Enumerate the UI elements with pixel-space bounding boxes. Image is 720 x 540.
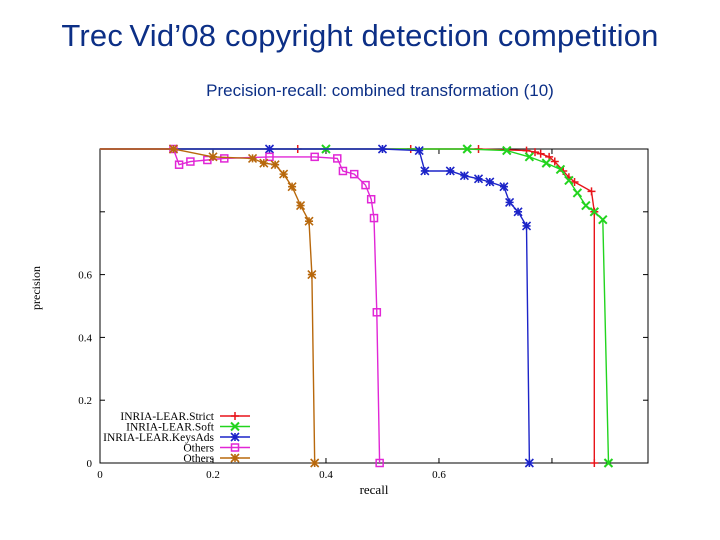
data-point <box>499 182 509 192</box>
y-axis-label: precision <box>29 266 43 310</box>
data-point <box>581 200 591 211</box>
data-point <box>502 145 512 156</box>
data-point <box>366 194 376 204</box>
y-tick-label: 0.6 <box>78 270 92 282</box>
legend-marker <box>230 443 240 452</box>
legend-marker <box>230 421 240 432</box>
data-point <box>279 169 289 179</box>
legend-marker <box>230 432 240 442</box>
y-tick-label: 0.2 <box>78 395 92 407</box>
data-point <box>369 213 379 223</box>
y-tick-label: 0.4 <box>78 332 92 344</box>
data-point <box>589 207 600 217</box>
data-point <box>603 458 614 468</box>
series-line <box>100 148 316 464</box>
series-3 <box>100 144 534 468</box>
slide-title: Trec Vid’08 copyright detection competit… <box>61 18 659 53</box>
data-point <box>564 175 574 186</box>
data-point <box>414 146 424 156</box>
legend-label: INRIA-LEAR.Soft <box>126 422 215 434</box>
data-point <box>445 166 455 176</box>
legend-marker <box>231 412 239 420</box>
data-point <box>310 152 319 162</box>
series-2 <box>100 144 614 468</box>
data-point <box>462 144 472 154</box>
data-point <box>555 164 566 175</box>
data-point <box>349 169 359 179</box>
data-point <box>521 221 532 231</box>
data-point <box>174 160 184 169</box>
data-point <box>265 152 274 162</box>
data-point <box>186 157 195 166</box>
data-point <box>524 152 535 162</box>
legend-label: INRIA-LEAR.KeysAds <box>103 432 214 444</box>
data-point <box>590 459 599 467</box>
legend-marker <box>230 453 240 463</box>
x-tick-label: 0 <box>97 469 103 481</box>
data-point <box>247 153 258 163</box>
data-point <box>270 160 280 170</box>
data-point <box>550 157 559 166</box>
chart-title: Precision-recall: combined transformatio… <box>206 81 554 100</box>
legend-label: INRIA-LEAR.Strict <box>120 411 214 423</box>
data-point <box>208 152 218 162</box>
data-point <box>220 154 229 163</box>
series-line <box>100 148 381 464</box>
data-point <box>473 174 484 184</box>
data-point <box>505 197 515 207</box>
data-point <box>338 166 348 176</box>
data-point <box>372 308 382 317</box>
data-point <box>531 148 540 157</box>
data-point <box>420 166 430 176</box>
data-point <box>361 180 370 190</box>
data-point <box>587 187 596 196</box>
data-point <box>307 270 317 280</box>
legend-label: Others <box>183 443 214 455</box>
data-point <box>524 458 534 468</box>
data-point <box>304 216 314 226</box>
data-point <box>598 214 608 225</box>
data-point <box>259 158 269 168</box>
data-point <box>459 171 469 181</box>
data-point <box>287 182 297 192</box>
data-point <box>485 177 495 187</box>
data-point <box>513 207 523 217</box>
series-5 <box>100 144 320 468</box>
data-point <box>377 144 388 154</box>
data-point <box>375 458 384 468</box>
data-point <box>310 458 320 468</box>
x-axis-label: recall <box>360 482 389 497</box>
x-tick-label: 0.4 <box>319 469 333 481</box>
y-tick-label: 0 <box>87 458 93 470</box>
data-point <box>572 188 583 198</box>
x-tick-label: 0.6 <box>432 469 446 481</box>
data-point <box>541 158 552 168</box>
data-point <box>333 154 342 163</box>
data-point <box>168 144 179 154</box>
data-point <box>264 144 275 154</box>
x-tick-label: 0.2 <box>206 469 220 481</box>
data-point <box>295 200 306 211</box>
data-point <box>536 149 545 158</box>
legend-label: Others <box>183 453 214 465</box>
